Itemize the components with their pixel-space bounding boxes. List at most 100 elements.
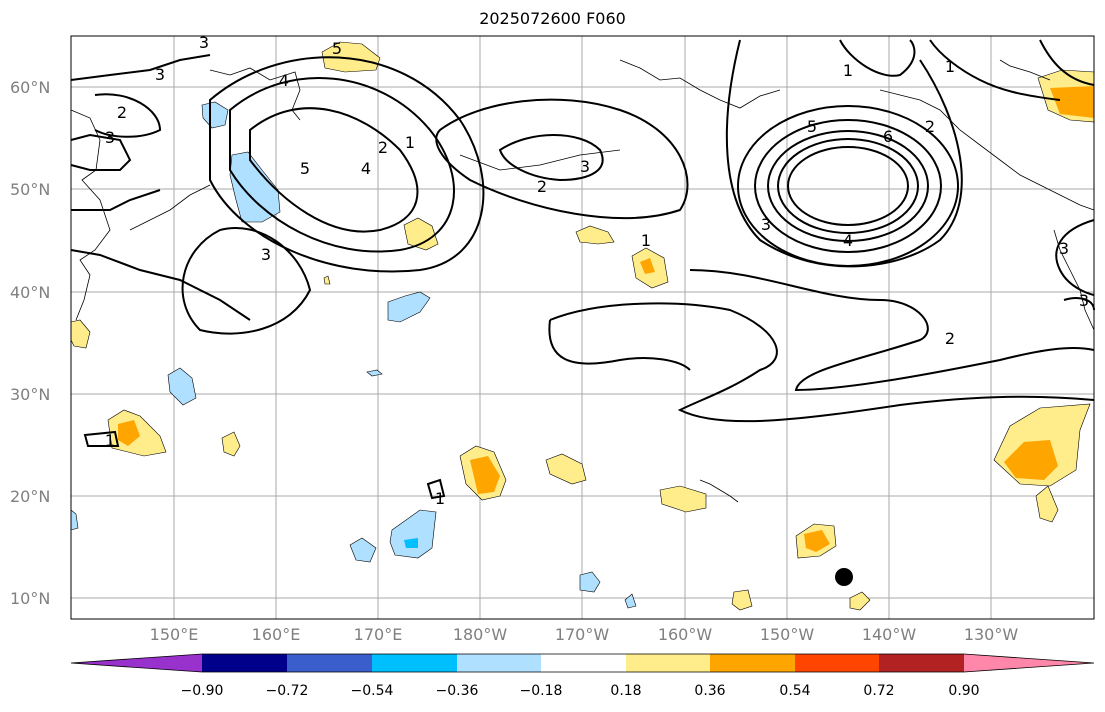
pos-region xyxy=(849,591,871,611)
contour-line xyxy=(498,134,604,182)
map-title: 2025072600 F060 xyxy=(479,9,626,28)
contour-label: 2 xyxy=(537,177,547,196)
colorbar-tick: 0.54 xyxy=(779,683,811,699)
colorbar-tick: −0.72 xyxy=(265,683,309,699)
pos-region xyxy=(403,217,439,251)
colorbar-extend-high xyxy=(964,654,1094,672)
neg-region xyxy=(201,101,229,129)
contour-label: 3 xyxy=(105,128,115,147)
contour-label: 3 xyxy=(1079,291,1089,310)
contour-label: 4 xyxy=(279,71,289,90)
pos-region xyxy=(323,275,331,285)
pos-strong-region xyxy=(804,530,830,552)
contour-ring xyxy=(787,146,909,226)
pos-strong-region xyxy=(1050,86,1094,118)
contour-line xyxy=(249,107,419,233)
neg-region xyxy=(366,369,383,377)
contour-label: 5 xyxy=(300,159,310,178)
lat-label: 60°N xyxy=(10,78,51,97)
pos-region xyxy=(659,485,707,513)
neg-region xyxy=(389,509,437,559)
lat-label: 10°N xyxy=(10,589,51,608)
contour-ring xyxy=(777,138,919,234)
contour-ring xyxy=(754,119,942,253)
lat-label: 20°N xyxy=(10,487,51,506)
contour-label: 3 xyxy=(1059,239,1069,258)
pos-strong-region xyxy=(470,456,500,494)
lon-label: 160°W xyxy=(657,625,713,644)
colorbar-segment xyxy=(710,654,795,672)
contour-line xyxy=(229,76,455,253)
colorbar-tick: 0.36 xyxy=(694,683,726,699)
negative-anomalies xyxy=(70,101,637,609)
contour-line xyxy=(83,430,120,447)
lat-label: 30°N xyxy=(10,385,51,404)
colorbar-tick: 0.18 xyxy=(610,683,642,699)
colorbar-tick: −0.18 xyxy=(519,683,563,699)
lon-label: 130°W xyxy=(963,625,1019,644)
colorbar-extend-low xyxy=(71,654,202,672)
positive-anomalies xyxy=(70,41,1095,611)
lon-label: 170°E xyxy=(353,625,403,644)
lon-label: 160°E xyxy=(251,625,301,644)
colorbar-segment xyxy=(202,654,287,672)
contour-label: 1 xyxy=(105,431,115,450)
colorbar-segment xyxy=(541,654,626,672)
colorbar-segment xyxy=(879,654,964,672)
colorbar-tick: −0.54 xyxy=(350,683,394,699)
contour-label: 2 xyxy=(925,117,935,136)
lat-label: 40°N xyxy=(10,283,51,302)
neg-region xyxy=(167,367,197,406)
contours xyxy=(70,39,1095,500)
lon-label: 170°W xyxy=(554,625,610,644)
lat-label: 50°N xyxy=(10,180,51,199)
neg-region xyxy=(624,593,637,609)
contour-labels: 3 5 3 2 3 4 5 2 1 4 3 2 3 1 5 6 2 1 3 4 … xyxy=(105,33,1089,508)
colorbar-segment xyxy=(626,654,710,672)
pos-region xyxy=(575,225,615,245)
contour-label: 5 xyxy=(332,39,342,58)
storm-center-dot xyxy=(835,568,853,586)
pos-region xyxy=(731,589,753,611)
contour-label: 4 xyxy=(361,159,371,178)
contour-label: 1 xyxy=(435,489,445,508)
pos-strong-region xyxy=(1004,440,1058,480)
contour-label: 1 xyxy=(405,133,415,152)
pos-strong-region xyxy=(118,420,140,446)
contour-label: 4 xyxy=(843,231,853,250)
contour-label: 5 xyxy=(807,117,817,136)
contour-label: 6 xyxy=(883,127,893,146)
graticule xyxy=(71,36,1094,619)
contour-line xyxy=(435,98,689,220)
contour-label: 3 xyxy=(155,65,165,84)
pos-strong-region xyxy=(640,258,655,274)
contour-label: 2 xyxy=(117,103,127,122)
colorbar xyxy=(70,653,1095,673)
pos-region xyxy=(1035,485,1059,523)
contour-label: 3 xyxy=(261,245,271,264)
contour-label: 1 xyxy=(945,57,955,76)
neg-region xyxy=(387,291,431,323)
contour-line xyxy=(725,39,963,268)
contour-line xyxy=(181,227,312,335)
contour-label: 1 xyxy=(843,61,853,80)
colorbar-tick: 0.72 xyxy=(863,683,895,699)
pos-region xyxy=(545,453,587,485)
contour-label: 1 xyxy=(641,231,651,250)
neg-region xyxy=(229,151,281,223)
colorbar-tick: 0.90 xyxy=(948,683,980,699)
lon-label: 180°W xyxy=(452,625,508,644)
contour-line xyxy=(426,478,446,500)
colorbar-segment xyxy=(457,654,541,672)
pos-region xyxy=(221,431,241,457)
lon-label: 150°W xyxy=(759,625,815,644)
contour-label: 3 xyxy=(761,215,771,234)
contour-label: 2 xyxy=(945,329,955,348)
neg-region xyxy=(579,571,601,593)
lon-label: 150°E xyxy=(149,625,199,644)
colorbar-segment xyxy=(795,654,879,672)
colorbar-tick: −0.36 xyxy=(435,683,479,699)
neg-region xyxy=(349,537,377,563)
colorbar-tick: −0.90 xyxy=(180,683,224,699)
